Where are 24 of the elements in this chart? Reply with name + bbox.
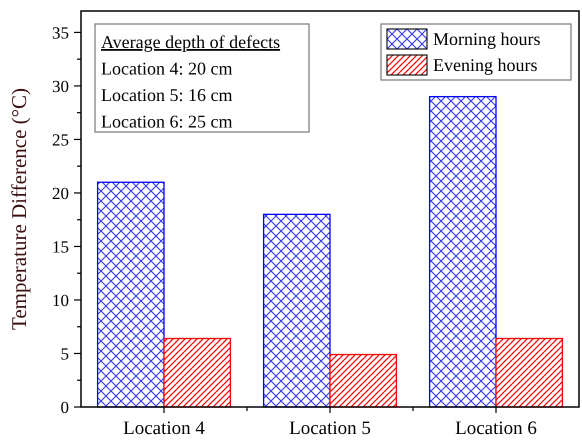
y-tick-label: 20 [52,184,69,203]
y-tick-label: 0 [60,398,69,417]
x-tick-label: Location 5 [289,418,371,439]
bar [428,96,497,408]
bar [495,338,564,408]
y-tick-label: 10 [52,290,69,310]
legend-label: Evening hours [433,55,538,75]
y-axis-title: Temperature Difference (°C) [7,88,31,330]
annotation: Location 6: 25 cm [101,112,232,132]
x-tick-label: Location 6 [455,418,537,439]
annotation: Location 5: 16 cm [101,85,232,105]
y-tick-label: 15 [52,237,69,256]
bar [262,214,331,408]
y-tick-label: 25 [52,130,69,150]
legend-label: Morning hours [433,29,540,49]
y-tick-label: 35 [52,23,69,42]
x-tick-label: Location 4 [123,418,206,439]
annotation: Average depth of defects [101,32,280,52]
y-tick-label: 30 [52,76,69,96]
y-tick-label: 5 [60,344,69,364]
bar [96,182,165,408]
annotation: Location 4: 20 cm [101,58,232,78]
bar [163,338,232,408]
bar [329,354,398,408]
